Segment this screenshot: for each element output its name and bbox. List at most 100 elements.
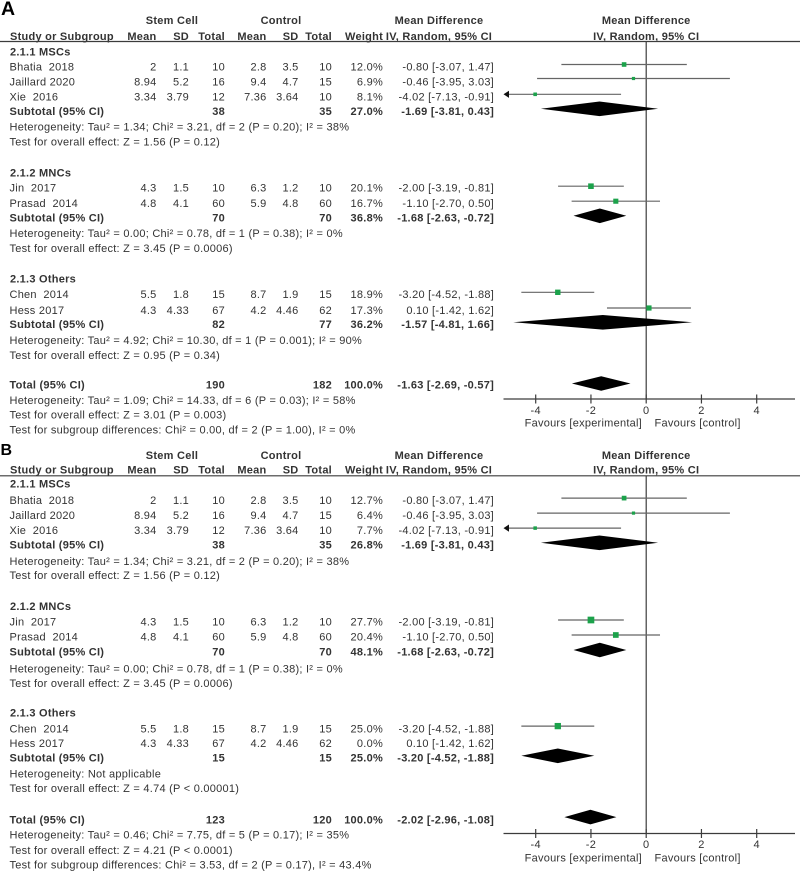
- svg-text:8.7: 8.7: [250, 724, 266, 736]
- svg-text:7.36: 7.36: [244, 92, 266, 104]
- svg-text:2.1.1 MSCs: 2.1.1 MSCs: [10, 479, 71, 491]
- svg-text:Hess 2017: Hess 2017: [10, 738, 65, 750]
- svg-text:123: 123: [206, 815, 225, 827]
- svg-text:10: 10: [319, 92, 332, 104]
- svg-text:Heterogeneity: Tau² = 0.00; Ch: Heterogeneity: Tau² = 0.00; Chi² = 0.78,…: [10, 228, 343, 240]
- svg-text:-1.10 [-2.70, 0.50]: -1.10 [-2.70, 0.50]: [402, 198, 494, 210]
- svg-text:Jin 2017: Jin 2017: [10, 617, 57, 629]
- svg-text:Subtotal (95% CI): Subtotal (95% CI): [10, 319, 105, 331]
- svg-text:48.1%: 48.1%: [351, 647, 383, 659]
- svg-text:6.3: 6.3: [250, 183, 266, 195]
- svg-text:1.8: 1.8: [173, 724, 189, 736]
- svg-text:2.1.2 MNCs: 2.1.2 MNCs: [10, 601, 71, 613]
- svg-text:-0.46 [-3.95, 3.03]: -0.46 [-3.95, 3.03]: [402, 510, 494, 522]
- svg-text:Stem Cell: Stem Cell: [146, 15, 198, 27]
- svg-text:Mean: Mean: [127, 31, 156, 43]
- svg-text:60: 60: [212, 198, 225, 210]
- svg-text:15: 15: [212, 289, 225, 301]
- svg-text:120: 120: [313, 815, 332, 827]
- svg-text:2.1.2 MNCs: 2.1.2 MNCs: [10, 168, 71, 180]
- svg-text:4.7: 4.7: [282, 77, 298, 89]
- svg-text:4.33: 4.33: [167, 305, 189, 317]
- svg-text:IV, Random, 95% CI: IV, Random, 95% CI: [593, 31, 699, 43]
- svg-text:Test for overall effect: Z = 4: Test for overall effect: Z = 4.74 (P < 0…: [10, 783, 240, 795]
- svg-text:-4.02 [-7.13, -0.91]: -4.02 [-7.13, -0.91]: [399, 92, 495, 104]
- svg-text:10: 10: [319, 495, 332, 507]
- svg-text:15: 15: [319, 510, 332, 522]
- svg-text:Chen 2014: Chen 2014: [10, 289, 69, 301]
- svg-text:4.46: 4.46: [276, 305, 298, 317]
- svg-text:36.8%: 36.8%: [351, 213, 383, 225]
- svg-text:0: 0: [643, 405, 649, 417]
- svg-text:Heterogeneity: Not applicable: Heterogeneity: Not applicable: [10, 769, 162, 781]
- svg-text:15: 15: [212, 753, 225, 765]
- svg-text:16: 16: [212, 510, 225, 522]
- svg-text:-1.10 [-2.70, 0.50]: -1.10 [-2.70, 0.50]: [402, 632, 494, 644]
- svg-text:182: 182: [313, 380, 332, 392]
- svg-text:Total (95% CI): Total (95% CI): [10, 815, 86, 827]
- svg-text:4.3: 4.3: [140, 305, 156, 317]
- svg-text:2.1.3 Others: 2.1.3 Others: [10, 707, 76, 719]
- svg-text:4.3: 4.3: [140, 617, 156, 629]
- svg-text:Total: Total: [198, 31, 225, 43]
- svg-text:-0.80 [-3.07, 1.47]: -0.80 [-3.07, 1.47]: [402, 495, 494, 507]
- svg-text:Prasad 2014: Prasad 2014: [10, 198, 78, 210]
- svg-text:8.7: 8.7: [250, 289, 266, 301]
- svg-text:Xie 2016: Xie 2016: [10, 92, 59, 104]
- svg-text:SD: SD: [283, 31, 299, 43]
- svg-text:60: 60: [212, 632, 225, 644]
- svg-text:-0.46 [-3.95, 3.03]: -0.46 [-3.95, 3.03]: [402, 77, 494, 89]
- svg-text:15: 15: [212, 724, 225, 736]
- svg-text:60: 60: [319, 198, 332, 210]
- svg-text:12.0%: 12.0%: [351, 62, 383, 74]
- svg-text:9.4: 9.4: [250, 510, 266, 522]
- svg-text:3.64: 3.64: [276, 525, 298, 537]
- svg-text:35: 35: [319, 106, 332, 118]
- svg-text:Study or Subgroup: Study or Subgroup: [10, 31, 114, 43]
- svg-text:-2.02 [-2.96, -1.08]: -2.02 [-2.96, -1.08]: [397, 815, 494, 827]
- svg-text:Stem Cell: Stem Cell: [146, 450, 198, 462]
- svg-text:36.2%: 36.2%: [351, 319, 383, 331]
- svg-text:10: 10: [212, 495, 225, 507]
- svg-text:25.0%: 25.0%: [351, 724, 383, 736]
- svg-text:1.9: 1.9: [282, 289, 298, 301]
- svg-text:-3.20 [-4.52, -1.88]: -3.20 [-4.52, -1.88]: [397, 753, 494, 765]
- svg-text:12: 12: [212, 525, 225, 537]
- svg-text:-1.68 [-2.63, -0.72]: -1.68 [-2.63, -0.72]: [397, 213, 494, 225]
- svg-text:-1.57 [-4.81, 1.66]: -1.57 [-4.81, 1.66]: [401, 319, 494, 331]
- svg-text:Test for overall effect: Z = 3: Test for overall effect: Z = 3.45 (P = 0…: [10, 678, 233, 690]
- svg-text:-0.80 [-3.07, 1.47]: -0.80 [-3.07, 1.47]: [402, 62, 494, 74]
- svg-text:12.7%: 12.7%: [351, 495, 383, 507]
- svg-text:-3.20 [-4.52, -1.88]: -3.20 [-4.52, -1.88]: [399, 724, 495, 736]
- svg-text:15: 15: [319, 724, 332, 736]
- svg-text:10: 10: [212, 62, 225, 74]
- svg-text:8.94: 8.94: [134, 77, 156, 89]
- svg-text:Total (95% CI): Total (95% CI): [10, 380, 86, 392]
- svg-text:Mean Difference: Mean Difference: [395, 15, 484, 27]
- svg-text:27.0%: 27.0%: [351, 106, 383, 118]
- svg-text:-1.69 [-3.81, 0.43]: -1.69 [-3.81, 0.43]: [401, 540, 494, 552]
- svg-text:4.1: 4.1: [173, 632, 189, 644]
- svg-text:0.10 [-1.42, 1.62]: 0.10 [-1.42, 1.62]: [406, 305, 494, 317]
- svg-text:3.79: 3.79: [167, 525, 189, 537]
- svg-text:Subtotal (95% CI): Subtotal (95% CI): [10, 213, 105, 225]
- svg-text:17.3%: 17.3%: [351, 305, 383, 317]
- svg-text:Heterogeneity: Tau² = 0.46; Ch: Heterogeneity: Tau² = 0.46; Chi² = 7.75,…: [10, 830, 350, 842]
- svg-text:2.8: 2.8: [250, 62, 266, 74]
- svg-text:1.2: 1.2: [282, 183, 298, 195]
- svg-text:B: B: [1, 442, 13, 459]
- svg-text:4.2: 4.2: [250, 738, 266, 750]
- svg-text:Control: Control: [261, 15, 302, 27]
- svg-text:Favours [control]: Favours [control]: [655, 418, 741, 430]
- svg-text:67: 67: [212, 305, 225, 317]
- svg-text:-4: -4: [531, 839, 541, 851]
- svg-text:IV, Random, 95% CI: IV, Random, 95% CI: [386, 31, 492, 43]
- svg-text:Test for overall effect: Z = 3: Test for overall effect: Z = 3.01 (P = 0…: [10, 410, 227, 422]
- svg-text:5.5: 5.5: [140, 724, 156, 736]
- svg-text:16: 16: [212, 77, 225, 89]
- svg-text:2: 2: [150, 495, 156, 507]
- svg-text:5.9: 5.9: [250, 632, 266, 644]
- svg-text:10: 10: [319, 617, 332, 629]
- svg-text:1.5: 1.5: [173, 617, 189, 629]
- svg-text:4.3: 4.3: [140, 738, 156, 750]
